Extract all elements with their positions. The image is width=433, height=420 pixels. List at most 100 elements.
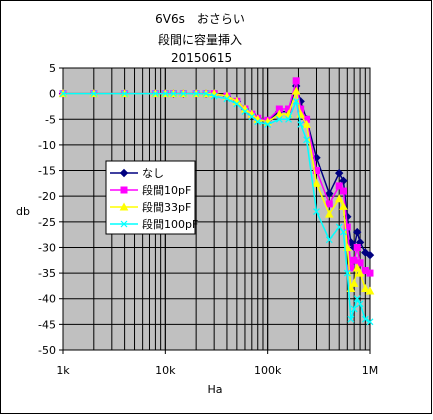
data-point-marker bbox=[59, 90, 67, 98]
data-point-marker bbox=[324, 209, 334, 218]
legend-marker bbox=[120, 186, 128, 194]
data-point-marker bbox=[365, 250, 375, 260]
data-point-marker bbox=[355, 268, 365, 277]
data-point-marker bbox=[233, 100, 241, 108]
data-point-marker bbox=[365, 286, 375, 295]
data-point-marker bbox=[343, 223, 351, 231]
data-point-marker bbox=[356, 259, 364, 267]
data-point-marker bbox=[347, 264, 355, 272]
series-line bbox=[63, 92, 371, 323]
data-point-marker bbox=[325, 189, 334, 198]
data-point-marker bbox=[366, 318, 374, 326]
legend-label: 段間10pF bbox=[142, 183, 191, 197]
data-point-marker bbox=[302, 119, 311, 128]
y-tick-label: -10 bbox=[38, 139, 56, 152]
data-point-marker bbox=[202, 90, 210, 98]
data-point-marker bbox=[353, 295, 361, 303]
y-tick-label: -15 bbox=[38, 165, 56, 178]
legend-marker bbox=[119, 168, 129, 178]
legend-marker bbox=[119, 202, 129, 211]
data-point-marker bbox=[339, 201, 348, 210]
legend-item: 段間33pF bbox=[110, 200, 191, 214]
x-tick-label: 1k bbox=[56, 364, 70, 377]
data-point-marker bbox=[303, 136, 310, 144]
data-point-marker bbox=[264, 120, 272, 128]
data-point-marker bbox=[121, 90, 129, 98]
y-axis-label: db bbox=[16, 205, 30, 218]
data-point-marker bbox=[361, 315, 369, 323]
x-tick-label: 1M bbox=[362, 364, 379, 377]
data-point-marker bbox=[297, 120, 305, 128]
data-point-marker bbox=[161, 90, 169, 98]
y-axis-ticks: 5 0 -5 -10 -15 -20 -25 -30 -35 -40 -45 -50 bbox=[38, 62, 63, 357]
data-point-marker bbox=[241, 108, 249, 116]
data-point-marker bbox=[275, 115, 283, 123]
chart-title: 6V6s おさらい 段間に容量挿入 20150615 bbox=[155, 12, 245, 65]
data-point-marker bbox=[334, 194, 344, 203]
data-point-marker bbox=[334, 168, 344, 178]
data-point-marker bbox=[90, 90, 98, 98]
data-point-marker bbox=[340, 228, 347, 236]
y-tick-label: -5 bbox=[45, 113, 56, 126]
data-point-marker bbox=[356, 300, 364, 308]
y-tick-label: -30 bbox=[38, 241, 56, 254]
data-point-marker bbox=[223, 95, 231, 103]
title-line-3: 20150615 bbox=[171, 51, 232, 65]
x-axis-label: Ha bbox=[207, 383, 222, 396]
y-tick-label: 0 bbox=[49, 88, 56, 101]
series-4 bbox=[59, 90, 374, 326]
x-tick-label: 10k bbox=[155, 364, 176, 377]
data-point-marker bbox=[292, 97, 300, 105]
data-point-marker bbox=[347, 315, 355, 323]
y-tick-label: -40 bbox=[38, 293, 56, 306]
data-point-marker bbox=[350, 256, 358, 264]
legend-item: 段間100pF bbox=[110, 217, 198, 231]
data-point-marker bbox=[248, 113, 256, 121]
data-point-marker bbox=[179, 90, 187, 98]
data-point-marker bbox=[353, 243, 361, 251]
legend-item: 段間10pF bbox=[110, 183, 191, 197]
y-tick-label: -50 bbox=[38, 344, 56, 357]
y-tick-label: 5 bbox=[49, 62, 56, 75]
legend-label: なし bbox=[142, 167, 164, 180]
title-line-2: 段間に容量挿入 bbox=[158, 32, 242, 47]
data-point-marker bbox=[291, 86, 301, 95]
data-point-marker bbox=[335, 223, 343, 231]
data-point-marker bbox=[325, 200, 333, 208]
y-tick-label: -25 bbox=[38, 216, 56, 229]
legend-marker bbox=[120, 220, 128, 228]
data-point-marker bbox=[170, 90, 177, 98]
data-point-marker bbox=[313, 208, 320, 215]
data-point-marker bbox=[312, 167, 320, 175]
data-point-marker bbox=[274, 109, 284, 118]
data-point-marker bbox=[325, 236, 333, 244]
data-point-marker bbox=[151, 90, 159, 98]
title-line-1: 6V6s おさらい bbox=[155, 12, 245, 26]
x-axis-ticks: 1k 10k 100k 1M bbox=[56, 350, 378, 377]
data-point-marker bbox=[350, 305, 358, 313]
y-tick-label: -20 bbox=[38, 190, 56, 203]
y-tick-label: -45 bbox=[38, 318, 56, 331]
legend-item: なし bbox=[110, 167, 164, 180]
plot-frame bbox=[62, 67, 371, 351]
data-point-marker bbox=[352, 263, 362, 272]
data-point-marker bbox=[285, 115, 292, 123]
data-point-marker bbox=[353, 227, 362, 237]
data-point-marker bbox=[335, 182, 343, 190]
x-tick-label: 100k bbox=[254, 364, 282, 377]
data-point-marker bbox=[360, 283, 370, 292]
data-point-marker bbox=[339, 187, 347, 195]
legend-label: 段間100pF bbox=[142, 217, 198, 231]
data-point-marker bbox=[192, 90, 200, 98]
data-point-marker bbox=[292, 77, 300, 85]
data-point-marker bbox=[210, 92, 218, 100]
data-point-marker bbox=[349, 278, 359, 287]
series-group bbox=[58, 77, 375, 326]
legend-label: 段間33pF bbox=[142, 200, 191, 214]
data-point-marker bbox=[254, 118, 262, 126]
data-point-marker bbox=[312, 178, 321, 187]
data-point-marker bbox=[366, 269, 374, 277]
